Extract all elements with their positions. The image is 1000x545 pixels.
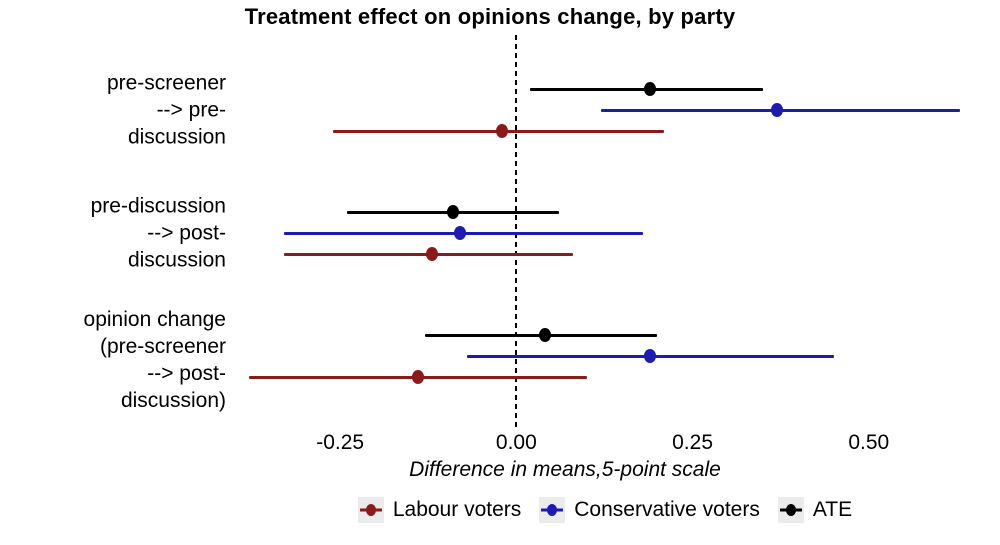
chart-title: Treatment effect on opinions change, by … [244, 4, 736, 29]
x-tick-label: 0.00 [495, 431, 537, 454]
legend: Labour voters Conservative voters ATE [0, 497, 1000, 523]
legend-key-icon [777, 497, 804, 523]
estimate-dot [425, 247, 438, 261]
legend-item: Conservative voters [539, 497, 760, 523]
plot-area [245, 35, 990, 428]
legend-key-icon [357, 497, 384, 523]
estimate-dot [496, 124, 509, 138]
y-axis-label: pre-discussion --> post-discussion [90, 194, 226, 272]
x-tick-label: 0.50 [848, 431, 890, 454]
estimate-dot [644, 349, 657, 363]
estimate-dot [644, 82, 657, 96]
legend-item: ATE [777, 497, 853, 523]
estimate-dot [453, 226, 466, 240]
y-axis-labels: pre-screener --> pre-discussion pre-discus… [0, 0, 226, 430]
legend-item: Labour voters [357, 497, 522, 523]
y-axis-label: pre-screener --> pre-discussion [106, 71, 226, 149]
legend-key-icon [539, 497, 566, 523]
legend-label: Conservative voters [574, 498, 760, 521]
x-tick-label: -0.25 [316, 431, 365, 454]
estimate-dot [771, 103, 784, 117]
x-tick-label: 0.25 [672, 431, 713, 454]
x-axis-title: Difference in means,5-point scale [409, 458, 721, 481]
estimate-dot [411, 370, 424, 384]
estimate-dot [446, 205, 459, 219]
x-axis-tick-labels: -0.25 0.00 0.25 0.50 [245, 431, 990, 457]
legend-label: ATE [812, 498, 853, 521]
estimate-dot [538, 328, 551, 342]
y-axis-label: opinion change (pre-screener --> post-disc… [83, 308, 226, 412]
legend-label: Labour voters [392, 498, 522, 521]
